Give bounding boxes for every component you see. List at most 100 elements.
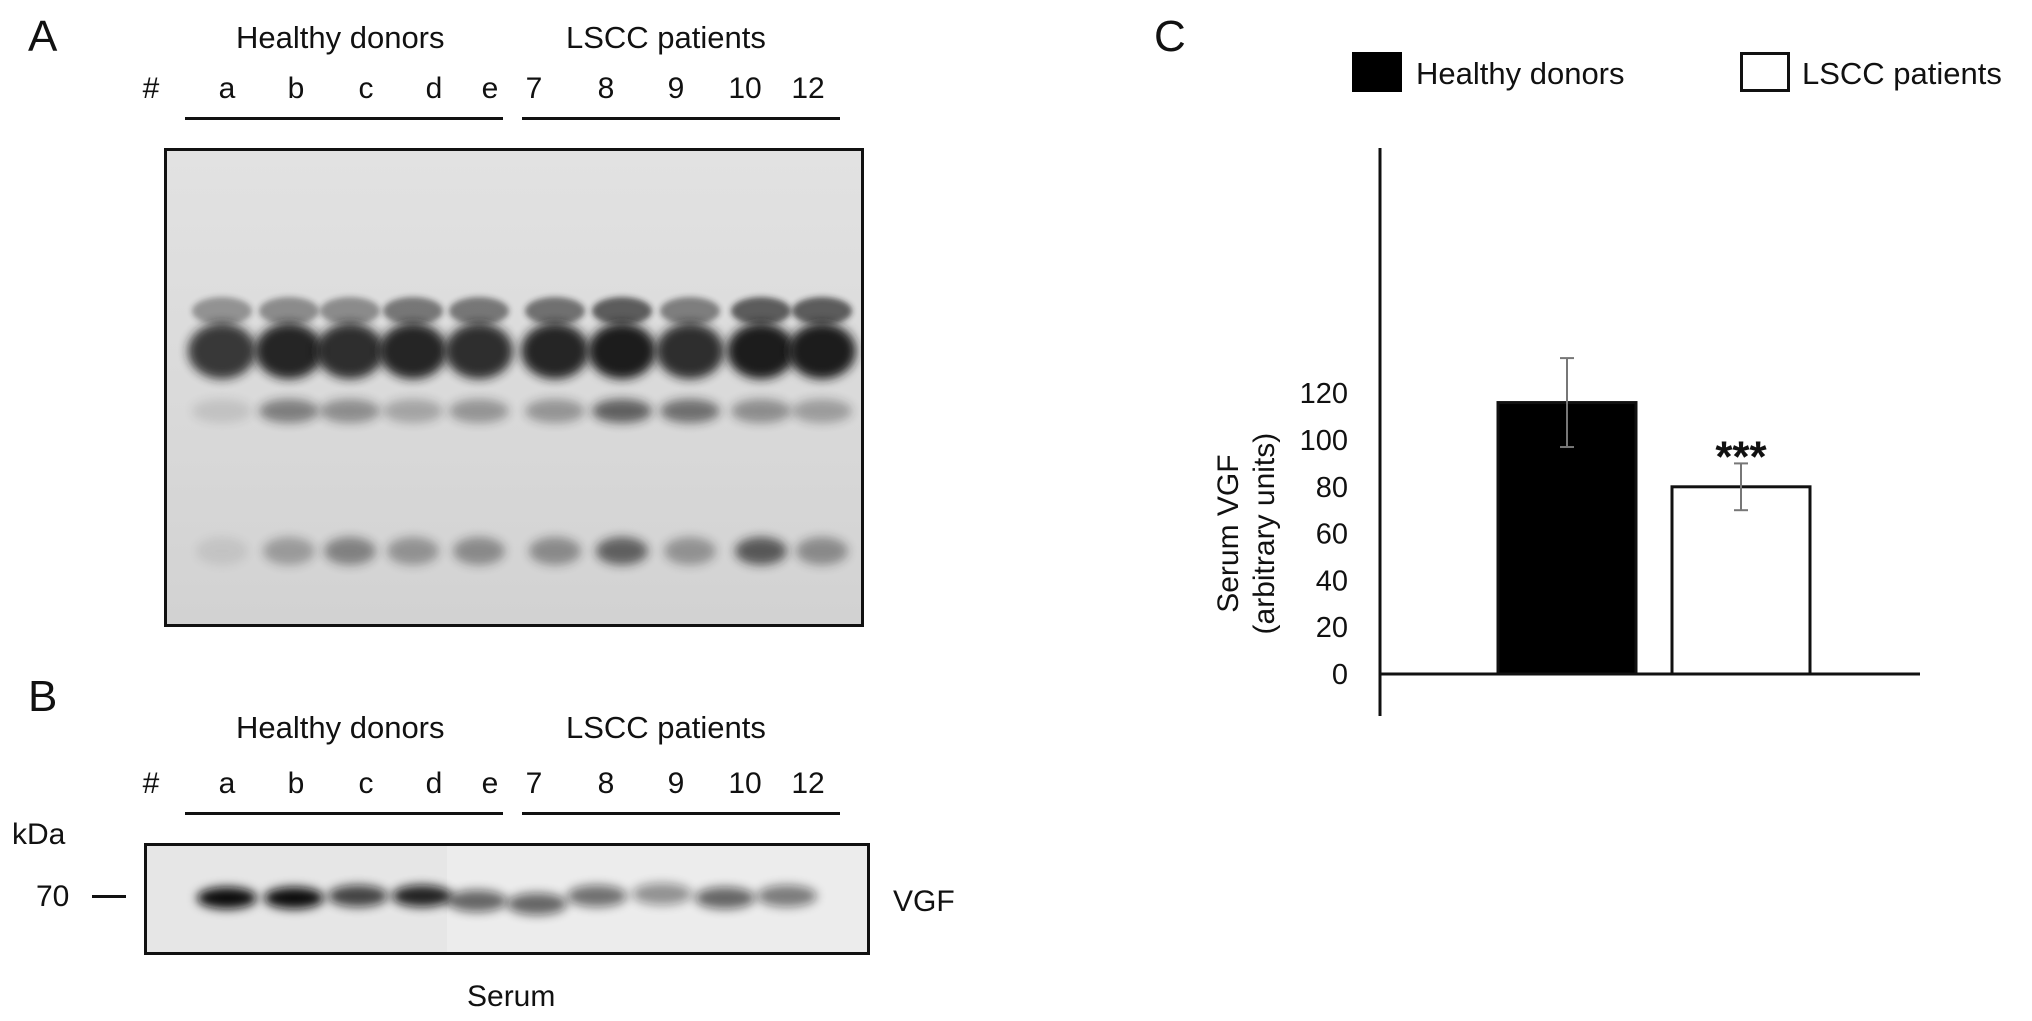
gel-band	[324, 537, 376, 565]
gel-band	[316, 323, 384, 379]
gel-band	[792, 399, 852, 423]
gel-band	[792, 297, 852, 325]
panel-a-hash: #	[142, 72, 160, 105]
gel-band	[383, 297, 443, 325]
gel-band	[788, 323, 856, 379]
panel-b-blot-image	[144, 843, 870, 955]
panel-b-lane-label: e	[481, 767, 499, 800]
panel-b-lane-label: 7	[525, 767, 543, 800]
bar-chart: 0 20 40 60 80 100 120 Serum VGF (arbitrary units…	[1212, 148, 1920, 716]
panel-b-lane-label: 10	[728, 767, 762, 800]
gel-band	[796, 537, 848, 565]
y-tick-label: 100	[1300, 425, 1348, 457]
panel-a-lane-label: 8	[597, 72, 615, 105]
panel-b-lane-label: c	[358, 767, 374, 800]
marker-70-tick	[92, 895, 126, 898]
y-tick-label: 80	[1316, 472, 1348, 504]
gel-band	[588, 323, 656, 379]
gel-band	[387, 537, 439, 565]
blot-band	[567, 885, 627, 907]
gel-band	[731, 297, 791, 325]
kda-label: kDa	[12, 818, 66, 851]
gel-band	[379, 323, 447, 379]
gel-band	[660, 297, 720, 325]
panel-b-healthy-underline	[185, 812, 503, 815]
legend-healthy-label: Healthy donors	[1416, 56, 1625, 91]
panel-b-group-healthy: Healthy donors	[236, 710, 445, 745]
blot-band	[447, 890, 507, 912]
gel-band	[196, 537, 248, 565]
blot-band	[392, 885, 452, 907]
gel-band	[731, 399, 791, 423]
gel-band	[592, 297, 652, 325]
panel-b-blot-bands	[147, 846, 867, 952]
y-tick-label: 40	[1316, 565, 1348, 597]
panel-b-lane-label: 9	[667, 767, 685, 800]
gel-band	[521, 323, 589, 379]
panel-b-hash: #	[142, 767, 160, 800]
gel-band	[525, 297, 585, 325]
vgf-band-label: VGF	[893, 885, 955, 918]
panel-a-lane-label: a	[218, 72, 236, 105]
panel-b-lane-label: 8	[597, 767, 615, 800]
panel-b-lscc-underline	[522, 812, 840, 815]
gel-band	[660, 399, 720, 423]
gel-band	[449, 297, 509, 325]
y-tick-label: 20	[1316, 612, 1348, 644]
panel-b-lane-label: 12	[791, 767, 825, 800]
blot-band	[632, 883, 692, 905]
y-tick-label: 120	[1300, 378, 1348, 410]
gel-band	[529, 537, 581, 565]
legend-healthy-swatch	[1352, 52, 1402, 92]
gel-band	[192, 399, 252, 423]
gel-band	[453, 537, 505, 565]
bar-lscc-patients	[1670, 485, 1812, 676]
gel-band	[320, 399, 380, 423]
panel-c-letter: C	[1154, 12, 1186, 61]
blot-band	[695, 887, 755, 909]
blot-band	[197, 887, 257, 909]
gel-band	[263, 537, 315, 565]
significance-stars: ***	[1715, 432, 1767, 481]
panel-a-lane-label: 9	[667, 72, 685, 105]
gel-band	[449, 399, 509, 423]
gel-band	[320, 297, 380, 325]
legend-lscc-label: LSCC patients	[1802, 56, 2002, 91]
y-axis-label-line2: (arbitrary units)	[1248, 433, 1281, 635]
gel-band	[445, 323, 513, 379]
gel-band	[188, 323, 256, 379]
gel-band	[192, 297, 252, 325]
gel-band	[664, 537, 716, 565]
gel-band	[383, 399, 443, 423]
panel-a-lane-label: c	[358, 72, 374, 105]
blot-band	[757, 885, 817, 907]
legend-lscc-swatch	[1740, 52, 1790, 92]
gel-band	[735, 537, 787, 565]
gel-band	[525, 399, 585, 423]
panel-b-group-lscc: LSCC patients	[566, 710, 766, 745]
gel-band	[727, 323, 795, 379]
panel-a-lane-label: e	[481, 72, 499, 105]
panel-a-lane-label: 7	[525, 72, 543, 105]
panel-a-group-lscc: LSCC patients	[566, 20, 766, 55]
panel-a-lane-label: d	[425, 72, 443, 105]
panel-a-lane-label: 10	[728, 72, 762, 105]
panel-a-gel-image	[164, 148, 864, 627]
gel-band	[592, 399, 652, 423]
panel-a-lscc-underline	[522, 117, 840, 120]
y-tick-label: 0	[1332, 659, 1348, 691]
blot-band	[507, 893, 567, 915]
panel-b-lane-label: a	[218, 767, 236, 800]
panel-b-lane-label: d	[425, 767, 443, 800]
marker-70-label: 70	[36, 880, 70, 913]
panel-a-group-healthy: Healthy donors	[236, 20, 445, 55]
gel-band	[656, 323, 724, 379]
gel-band	[255, 323, 323, 379]
panel-a-healthy-underline	[185, 117, 503, 120]
blot-band	[264, 887, 324, 909]
blot-band	[328, 885, 388, 907]
panel-b-letter: B	[28, 672, 58, 721]
panel-a-letter: A	[28, 12, 58, 61]
panel-a-lane-label: b	[287, 72, 305, 105]
panel-a-gel-bands	[167, 151, 861, 624]
